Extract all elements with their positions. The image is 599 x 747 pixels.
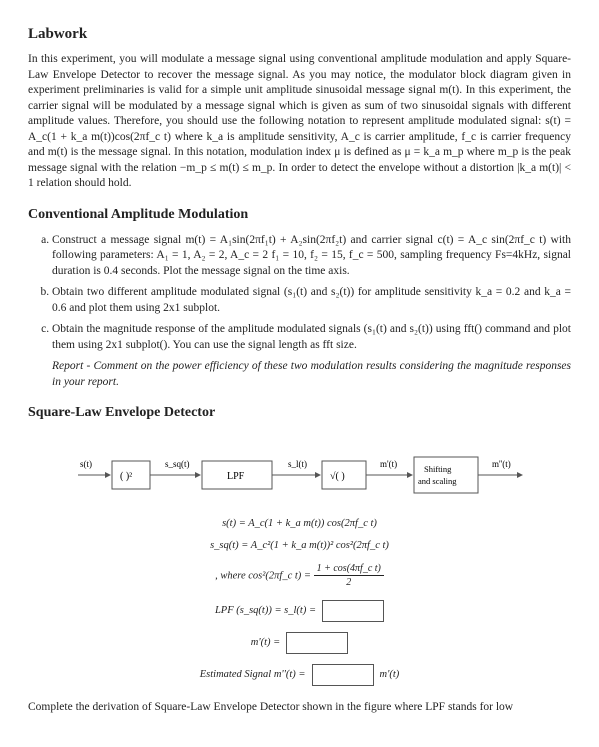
task-c-text: Obtain the magnitude response of the amp… [52, 323, 571, 351]
eq-cos2-num: 1 + cos(4πf_c t) [314, 562, 384, 577]
block-sqrt-label: √( ) [330, 471, 345, 482]
eq-estimated-lhs: Estimated Signal m''(t) = [200, 668, 306, 682]
task-c: Obtain the magnitude response of the amp… [52, 322, 571, 390]
eq-lpf-blank[interactable] [322, 600, 384, 622]
task-c-report: Report - Comment on the power efficiency… [52, 359, 571, 390]
intro-paragraph: In this experiment, you will modulate a … [28, 52, 571, 192]
block-shift-label2: and scaling [418, 476, 457, 486]
eq-lpf-row: LPF (s_sq(t)) = s_l(t) = [28, 600, 571, 622]
eq-lpf-lhs: LPF (s_sq(t)) = s_l(t) = [215, 604, 316, 618]
block-square-label: ( )² [120, 471, 132, 482]
eq-mprime-blank[interactable] [286, 632, 348, 654]
task-b: Obtain two different amplitude modulated… [52, 285, 571, 316]
eq-ssq: s_sq(t) = A_c²(1 + k_a m(t))² cos²(2πf_c… [28, 539, 571, 553]
block-shift [414, 457, 478, 493]
task-a: Construct a message signal m(t) = A₁sin(… [52, 233, 571, 280]
block-diagram: s(t) ( )² s_sq(t) LPF s_l(t) √( ) m'(t) … [60, 437, 540, 507]
final-paragraph: Complete the derivation of Square-Law En… [28, 700, 571, 716]
block-lpf-label: LPF [227, 471, 245, 482]
block-shift-label1: Shifting [424, 464, 452, 474]
signal-ssq: s_sq(t) [165, 459, 190, 469]
eq-mprime-lhs: m'(t) = [251, 636, 280, 650]
eq-cos2: , where cos²(2πf_c t) = 1 + cos(4πf_c t)… [28, 562, 571, 590]
signal-sl: s_l(t) [288, 459, 307, 469]
signal-mprime: m'(t) [380, 459, 397, 469]
signal-s-in: s(t) [80, 459, 92, 469]
eq-cos2-prefix: , where cos²(2πf_c t) = [215, 570, 314, 581]
task-list: Construct a message signal m(t) = A₁sin(… [28, 233, 571, 391]
equation-block: s(t) = A_c(1 + k_a m(t)) cos(2πf_c t) s_… [28, 517, 571, 685]
eq-estimated-blank[interactable] [312, 664, 374, 686]
eq-cos2-den: 2 [343, 576, 354, 590]
section-square-law: Square-Law Envelope Detector [28, 404, 571, 423]
page-title: Labwork [28, 24, 571, 44]
section-conventional-am: Conventional Amplitude Modulation [28, 206, 571, 225]
eq-cos2-frac: 1 + cos(4πf_c t) 2 [314, 562, 384, 590]
eq-mprime-row: m'(t) = [28, 632, 571, 654]
eq-st: s(t) = A_c(1 + k_a m(t)) cos(2πf_c t) [28, 517, 571, 531]
signal-mdoubleprime: m''(t) [492, 459, 511, 469]
eq-estimated-row: Estimated Signal m''(t) = m'(t) [28, 664, 571, 686]
eq-estimated-rhs: m'(t) [380, 668, 400, 682]
